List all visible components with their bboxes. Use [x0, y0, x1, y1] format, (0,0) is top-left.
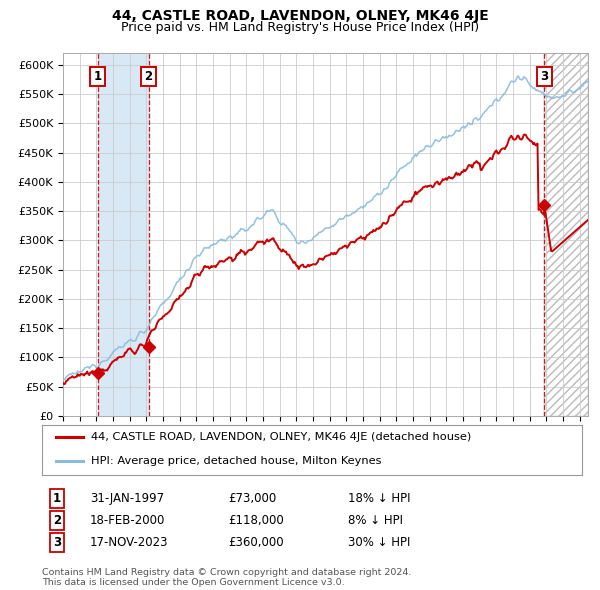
- Text: Price paid vs. HM Land Registry's House Price Index (HPI): Price paid vs. HM Land Registry's House …: [121, 21, 479, 34]
- Text: 44, CASTLE ROAD, LAVENDON, OLNEY, MK46 4JE: 44, CASTLE ROAD, LAVENDON, OLNEY, MK46 4…: [112, 9, 488, 23]
- Text: HPI: Average price, detached house, Milton Keynes: HPI: Average price, detached house, Milt…: [91, 456, 381, 466]
- Text: 30% ↓ HPI: 30% ↓ HPI: [348, 536, 410, 549]
- Bar: [544, 53, 588, 416]
- Text: 2: 2: [53, 514, 61, 527]
- Text: £360,000: £360,000: [228, 536, 284, 549]
- Text: Contains HM Land Registry data © Crown copyright and database right 2024.
This d: Contains HM Land Registry data © Crown c…: [42, 568, 412, 587]
- Bar: [98, 53, 149, 416]
- Text: 3: 3: [53, 536, 61, 549]
- Text: 2: 2: [145, 70, 152, 83]
- Text: 8% ↓ HPI: 8% ↓ HPI: [348, 514, 403, 527]
- Text: £118,000: £118,000: [228, 514, 284, 527]
- Text: 1: 1: [94, 70, 102, 83]
- Text: 31-JAN-1997: 31-JAN-1997: [90, 492, 164, 505]
- Text: 3: 3: [540, 70, 548, 83]
- Text: £73,000: £73,000: [228, 492, 276, 505]
- Text: 18% ↓ HPI: 18% ↓ HPI: [348, 492, 410, 505]
- Text: 17-NOV-2023: 17-NOV-2023: [90, 536, 169, 549]
- Text: 44, CASTLE ROAD, LAVENDON, OLNEY, MK46 4JE (detached house): 44, CASTLE ROAD, LAVENDON, OLNEY, MK46 4…: [91, 432, 471, 442]
- Text: 1: 1: [53, 492, 61, 505]
- Text: 18-FEB-2000: 18-FEB-2000: [90, 514, 166, 527]
